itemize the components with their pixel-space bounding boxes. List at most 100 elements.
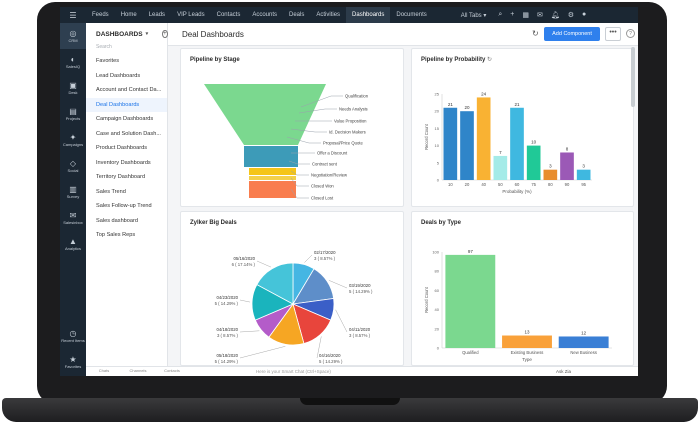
sidebar-item[interactable]: Inventory Dashboards xyxy=(96,159,151,166)
scrollbar[interactable] xyxy=(631,47,635,107)
bar[interactable] xyxy=(502,335,552,348)
data-label: 3 xyxy=(582,164,585,169)
x-tick-label: Qualified xyxy=(462,350,479,355)
pie-leader-line xyxy=(304,254,313,263)
add-component-button[interactable]: Add Component xyxy=(544,27,600,41)
rail-item-desk[interactable]: ▣ Desk xyxy=(60,75,86,101)
tab-contacts[interactable]: Contacts xyxy=(216,12,241,18)
contacts-button[interactable]: Contacts xyxy=(158,368,186,373)
pie-leader-line xyxy=(239,346,286,359)
recent-items-button[interactable]: ◷ Recent Items xyxy=(60,323,86,349)
rail-item-crm[interactable]: ◎ CRM xyxy=(60,23,86,49)
y-tick-label: 20 xyxy=(435,109,440,114)
tab-leads[interactable]: Leads xyxy=(148,12,166,18)
sidebar-item[interactable]: Favorites xyxy=(96,58,120,64)
settings-icon[interactable]: ⚙ xyxy=(567,12,575,19)
pie-slice-value: 5 ( 14.29% ) xyxy=(319,359,343,364)
pie-leader-line xyxy=(239,299,251,303)
deals-by-type-bar-chart: 97 Qualified 13 Existing Business 12 New Busi… xyxy=(424,249,612,362)
rail-item-salesiq[interactable]: ◐ SalesIQ xyxy=(60,49,86,75)
chevron-down-icon[interactable]: ▾ xyxy=(145,31,149,37)
rail-item-salesinbox[interactable]: ✉ Salesinbox xyxy=(60,205,86,231)
recent-items-label: Recent Items xyxy=(61,338,85,343)
avatar[interactable]: ● xyxy=(582,11,587,18)
sidebar-item[interactable]: Product Dashboards xyxy=(96,145,147,151)
tab-documents[interactable]: Documents xyxy=(396,12,427,18)
sidebar-item[interactable]: Territory Dashboard xyxy=(96,174,146,180)
bar[interactable] xyxy=(543,169,558,180)
sidebar-title: DASHBOARDS xyxy=(96,30,143,38)
notification-icon[interactable]: 🔔︎ xyxy=(550,12,560,19)
calendar-icon[interactable]: ▦ xyxy=(522,12,529,19)
bar[interactable] xyxy=(493,155,508,180)
sidebar-item[interactable]: Sales dashboard xyxy=(96,217,138,224)
bar[interactable] xyxy=(560,152,574,180)
bottom-bar: Chats Channels Contacts Here is your Sma… xyxy=(86,366,638,376)
sidebar-item[interactable]: Account and Contact Da... xyxy=(96,87,162,93)
smart-chat-input[interactable]: Here is your Smart Chat (Ctrl+Space) xyxy=(256,369,331,374)
page-title: Deal Dashboards xyxy=(182,30,244,39)
funnel-leader-line xyxy=(298,108,337,114)
social-icon: ◇ xyxy=(69,159,77,168)
sidebar-item[interactable]: Campaign Dashboards xyxy=(96,116,154,122)
add-icon[interactable]: + xyxy=(510,11,515,18)
pie-leader-line xyxy=(256,260,272,268)
menu-icon[interactable]: ☰ xyxy=(69,10,77,20)
help-icon[interactable]: ? xyxy=(626,29,635,38)
tab-deals[interactable]: Deals xyxy=(289,12,305,18)
rail-item-survey[interactable]: ▥ Survey xyxy=(60,179,86,205)
bar[interactable] xyxy=(460,111,474,180)
sidebar-item[interactable]: Top Sales Reps xyxy=(96,232,136,238)
funnel-stage-closed-won xyxy=(249,176,296,180)
projects-icon: ▤ xyxy=(69,107,77,116)
search-icon[interactable]: ⌕ xyxy=(498,11,503,18)
sidebar-item[interactable]: Case and Solution Dash... xyxy=(96,130,161,137)
tab-vip-leads[interactable]: VIP Leads xyxy=(177,12,205,18)
tab-accounts[interactable]: Accounts xyxy=(252,12,278,18)
pie-slice[interactable] xyxy=(256,262,294,305)
card-title: Zylker Big Deals xyxy=(190,220,237,226)
funnel-stage-label: Closed Lost xyxy=(311,196,334,201)
sidebar-item[interactable]: Sales Trend xyxy=(96,188,126,195)
refresh-icon[interactable]: ↻ xyxy=(487,57,493,63)
bar[interactable] xyxy=(576,169,591,180)
bar[interactable] xyxy=(510,107,524,180)
bar[interactable] xyxy=(558,336,609,348)
pie-leader-line xyxy=(335,309,348,333)
favorites-button[interactable]: ★ Favorites xyxy=(60,349,86,375)
pie-slice-label: 05/18/2020 xyxy=(216,353,238,358)
bar[interactable] xyxy=(476,97,491,180)
rail-item-projects[interactable]: ▤ Projects xyxy=(60,101,86,127)
data-label: 3 xyxy=(549,164,552,169)
y-tick-label: 80 xyxy=(435,269,440,274)
rail-item-social[interactable]: ◇ Social xyxy=(60,153,86,179)
add-dashboard-icon[interactable]: + xyxy=(162,30,168,38)
chats-button[interactable]: Chats xyxy=(90,368,118,373)
data-label: 13 xyxy=(524,330,530,335)
rail-item-analytics[interactable]: ▲ Analytics xyxy=(60,231,86,257)
data-label: 20 xyxy=(464,105,470,110)
sidebar-item[interactable]: Lead Dashboards xyxy=(96,72,141,79)
tab-activities[interactable]: Activities xyxy=(316,12,341,18)
bar[interactable] xyxy=(526,145,541,180)
mail-icon[interactable]: ✉ xyxy=(536,12,543,19)
y-axis-label: Record Count xyxy=(424,123,429,150)
tab-home[interactable]: Home xyxy=(120,12,137,18)
all-tabs-dropdown[interactable]: All Tabs ▾ xyxy=(460,12,487,19)
funnel-stage-label: Contract sent xyxy=(312,162,338,167)
channels-button[interactable]: Channels xyxy=(124,368,152,373)
pie-slice-label: 03/19/2020 xyxy=(349,283,371,288)
refresh-icon[interactable]: ↻ xyxy=(532,29,539,38)
rail-item-campaigns[interactable]: ✦ Campaigns xyxy=(60,127,86,153)
tab-feeds[interactable]: Feeds xyxy=(92,12,109,18)
sidebar-search-input[interactable]: Search xyxy=(96,44,112,50)
ask-zia-button[interactable]: Ask Zia xyxy=(556,369,572,374)
sidebar-item[interactable]: Sales Follow-up Trend xyxy=(96,203,152,209)
tab-dashboards[interactable]: Dashboards xyxy=(346,7,391,23)
more-options-button[interactable]: ••• xyxy=(605,27,621,41)
sidebar-item[interactable]: Deal Dashboards xyxy=(86,97,167,112)
pie-slice-value: 5 ( 14.29% ) xyxy=(215,301,239,306)
bar[interactable] xyxy=(443,107,458,180)
funnel-stage-label: Qualification xyxy=(345,94,369,99)
bar[interactable] xyxy=(445,254,496,348)
